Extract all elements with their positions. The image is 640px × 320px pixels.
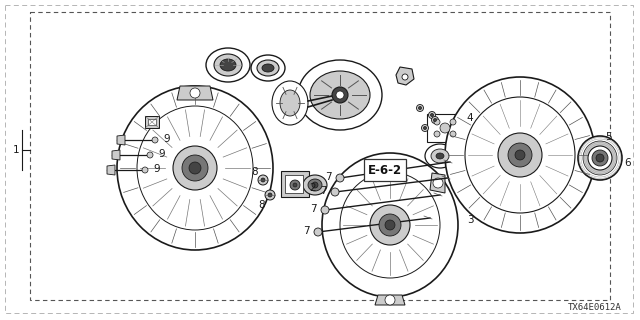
Text: 7: 7 bbox=[320, 186, 326, 196]
Ellipse shape bbox=[310, 71, 370, 119]
Circle shape bbox=[336, 91, 344, 99]
Circle shape bbox=[592, 150, 608, 166]
Ellipse shape bbox=[137, 106, 253, 230]
Circle shape bbox=[422, 124, 429, 132]
Circle shape bbox=[434, 131, 440, 137]
Text: TX64E0612A: TX64E0612A bbox=[568, 303, 622, 312]
Circle shape bbox=[402, 74, 408, 80]
Ellipse shape bbox=[206, 48, 250, 82]
Circle shape bbox=[498, 133, 542, 177]
Circle shape bbox=[450, 119, 456, 125]
Ellipse shape bbox=[465, 97, 575, 213]
Circle shape bbox=[190, 88, 200, 98]
Circle shape bbox=[182, 155, 208, 181]
Ellipse shape bbox=[251, 55, 285, 81]
Text: 6: 6 bbox=[625, 158, 631, 168]
Circle shape bbox=[321, 206, 329, 214]
Text: 7: 7 bbox=[303, 226, 309, 236]
Circle shape bbox=[332, 87, 348, 103]
Polygon shape bbox=[107, 165, 115, 175]
Circle shape bbox=[293, 183, 297, 187]
Ellipse shape bbox=[262, 64, 274, 72]
Circle shape bbox=[419, 107, 422, 109]
Bar bbox=[427, 114, 463, 142]
Text: 9: 9 bbox=[159, 149, 165, 159]
Ellipse shape bbox=[436, 153, 444, 159]
Ellipse shape bbox=[425, 144, 455, 168]
Bar bbox=[285, 175, 303, 193]
Bar bbox=[145, 116, 159, 128]
Circle shape bbox=[508, 143, 532, 167]
Circle shape bbox=[152, 137, 158, 143]
Circle shape bbox=[440, 123, 450, 133]
Circle shape bbox=[331, 188, 339, 196]
Ellipse shape bbox=[340, 172, 440, 278]
Circle shape bbox=[268, 193, 272, 197]
Circle shape bbox=[588, 146, 612, 170]
Polygon shape bbox=[177, 86, 213, 100]
Ellipse shape bbox=[445, 77, 595, 233]
Text: 1: 1 bbox=[13, 145, 19, 155]
Polygon shape bbox=[396, 67, 414, 85]
Ellipse shape bbox=[298, 60, 382, 130]
Bar bbox=[148, 119, 156, 125]
Polygon shape bbox=[117, 135, 125, 145]
Ellipse shape bbox=[322, 153, 458, 297]
Text: E-6-2: E-6-2 bbox=[368, 164, 402, 177]
Circle shape bbox=[417, 105, 424, 111]
Polygon shape bbox=[112, 150, 120, 160]
Text: 8: 8 bbox=[252, 167, 259, 177]
Circle shape bbox=[424, 126, 426, 130]
Circle shape bbox=[434, 119, 440, 125]
Ellipse shape bbox=[220, 59, 236, 71]
Ellipse shape bbox=[214, 54, 242, 76]
Ellipse shape bbox=[257, 60, 279, 76]
Text: 9: 9 bbox=[154, 164, 160, 174]
Text: 7: 7 bbox=[310, 204, 316, 214]
Ellipse shape bbox=[117, 86, 273, 250]
Circle shape bbox=[450, 131, 456, 137]
Circle shape bbox=[314, 228, 322, 236]
Circle shape bbox=[261, 178, 265, 182]
Circle shape bbox=[379, 214, 401, 236]
Circle shape bbox=[433, 118, 436, 122]
Circle shape bbox=[583, 141, 617, 175]
Polygon shape bbox=[430, 173, 445, 193]
Circle shape bbox=[578, 136, 622, 180]
Circle shape bbox=[189, 162, 201, 174]
Ellipse shape bbox=[272, 81, 308, 125]
Circle shape bbox=[433, 178, 443, 188]
Circle shape bbox=[147, 152, 153, 158]
Text: 8: 8 bbox=[259, 200, 266, 210]
Bar bbox=[281, 171, 309, 197]
Circle shape bbox=[596, 154, 604, 162]
Polygon shape bbox=[375, 295, 405, 305]
Ellipse shape bbox=[308, 179, 322, 191]
Circle shape bbox=[258, 175, 268, 185]
Circle shape bbox=[312, 182, 318, 188]
Circle shape bbox=[265, 190, 275, 200]
Circle shape bbox=[142, 167, 148, 173]
Circle shape bbox=[429, 111, 435, 118]
Text: 3: 3 bbox=[467, 215, 474, 225]
Ellipse shape bbox=[303, 175, 327, 195]
Ellipse shape bbox=[431, 149, 449, 163]
Circle shape bbox=[290, 180, 300, 190]
Text: 7: 7 bbox=[324, 172, 332, 182]
Circle shape bbox=[173, 146, 217, 190]
Circle shape bbox=[431, 114, 433, 116]
Text: 4: 4 bbox=[467, 113, 474, 123]
Text: 5: 5 bbox=[605, 132, 611, 142]
Circle shape bbox=[336, 174, 344, 182]
Text: 9: 9 bbox=[164, 134, 170, 144]
Circle shape bbox=[515, 150, 525, 160]
Text: 2: 2 bbox=[310, 183, 316, 193]
Circle shape bbox=[370, 205, 410, 245]
Circle shape bbox=[385, 220, 395, 230]
Ellipse shape bbox=[280, 90, 300, 116]
Circle shape bbox=[385, 295, 395, 305]
Circle shape bbox=[431, 116, 438, 124]
